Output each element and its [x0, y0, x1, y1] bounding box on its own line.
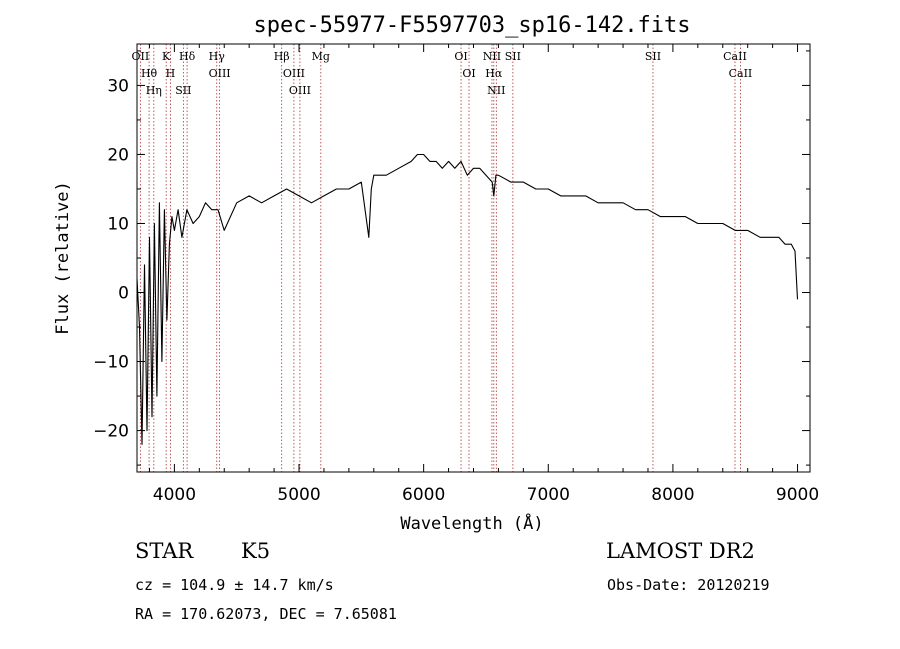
emission-line-label: OIII	[209, 67, 231, 80]
emission-line-label: Mg	[312, 50, 330, 63]
x-tick-label: 9000	[776, 485, 819, 505]
emission-line-label: OI	[462, 67, 475, 80]
emission-line-label: Hδ	[179, 50, 196, 63]
emission-line-label: Hθ	[141, 67, 158, 80]
emission-line-label: Hγ	[209, 50, 226, 63]
y-tick-label: −10	[93, 353, 129, 373]
emission-line-label: NII	[483, 50, 501, 63]
emission-line-label: OIII	[283, 67, 305, 80]
x-tick-label: 7000	[527, 485, 570, 505]
y-tick-label: −20	[93, 422, 129, 442]
chart-title: spec-55977-F5597703_sp16-142.fits	[253, 13, 690, 38]
emission-line-label: SII	[175, 84, 191, 97]
y-tick-label: 0	[118, 284, 129, 304]
y-tick-label: 20	[107, 145, 129, 165]
emission-line-label: SII	[505, 50, 521, 63]
object-class: STAR	[135, 539, 194, 563]
emission-line-label: NII	[487, 84, 505, 97]
emission-lines-layer	[139, 44, 741, 472]
coordinates: RA = 170.62073, DEC = 7.65081	[135, 605, 397, 623]
emission-line-label: CaII	[729, 67, 753, 80]
survey-name: LAMOST DR2	[606, 539, 755, 563]
emission-labels-layer: OII Hθ Hη KH SII Hδ Hγ OIII Hβ OIII OIII Mg OI OI NII H…	[132, 50, 753, 97]
emission-line-label: K	[162, 50, 171, 63]
emission-line-label: Hα	[485, 67, 503, 80]
y-tick-label: 10	[107, 214, 129, 234]
x-axis-label: Wavelength (Å)	[400, 512, 543, 534]
y-axis-label: Flux (relative)	[53, 181, 73, 335]
emission-line-label: Hβ	[274, 50, 290, 63]
spectrum-line-0	[136, 153, 799, 445]
redshift-readout: cz = 104.9 ± 14.7 km/s	[135, 576, 334, 594]
y-tick-label: 30	[107, 76, 129, 96]
plot-frame	[136, 43, 811, 473]
emission-line-label: Hη	[146, 84, 162, 97]
obs-date: Obs-Date: 20120219	[607, 576, 770, 594]
x-tick-label: 8000	[651, 485, 694, 505]
x-axis-ticks: 4000 5000 6000 7000 8000 9000	[148, 44, 819, 505]
object-subclass: K5	[241, 539, 270, 563]
emission-line-label: OIII	[289, 84, 311, 97]
y-axis-ticks: −20 −10 0 10 20 30	[93, 50, 810, 466]
x-tick-label: 5000	[277, 485, 320, 505]
emission-line-label: H	[166, 67, 176, 80]
emission-line-label: CaII	[723, 50, 747, 63]
emission-line-label: OI	[454, 50, 467, 63]
x-tick-label: 4000	[153, 485, 196, 505]
emission-line-label: SII	[645, 50, 661, 63]
series-layer	[136, 153, 799, 445]
x-tick-label: 6000	[402, 485, 445, 505]
emission-line-label: OII	[132, 50, 150, 63]
